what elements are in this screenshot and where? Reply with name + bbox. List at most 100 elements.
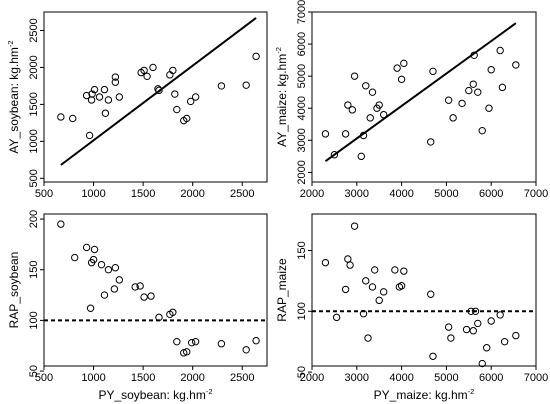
data-point	[483, 344, 491, 352]
data-point	[427, 138, 435, 146]
x-tick-label: 2000	[300, 188, 324, 200]
data-point	[341, 285, 350, 294]
data-point	[252, 52, 260, 61]
data-point	[97, 260, 106, 269]
data-point	[169, 308, 177, 316]
data-point	[487, 66, 495, 74]
data-point	[478, 359, 486, 368]
data-point	[217, 82, 226, 90]
data-point	[143, 72, 151, 81]
data-point	[346, 261, 354, 269]
data-point	[447, 334, 455, 342]
x-tick-label: 7000	[524, 188, 548, 200]
data-point	[375, 296, 383, 305]
y-tick-label: 200	[28, 210, 40, 228]
data-point	[458, 99, 466, 108]
data-point	[391, 266, 399, 274]
data-point	[350, 72, 359, 80]
plot-frame	[311, 213, 537, 367]
data-point	[86, 304, 95, 312]
data-point	[82, 91, 91, 100]
data-point	[115, 93, 124, 101]
x-tick-label: 500	[35, 188, 53, 200]
data-point	[147, 292, 155, 300]
data-point	[136, 282, 144, 290]
data-point	[359, 131, 368, 140]
data-point	[350, 222, 359, 230]
data-point	[465, 86, 473, 95]
y-tick-label: 50	[28, 365, 40, 377]
data-point	[429, 67, 437, 76]
data-point	[321, 258, 330, 267]
x-tick-label: 7000	[524, 372, 548, 384]
x-tick-label: 2000	[180, 372, 204, 384]
x-tick-label: 5000	[434, 188, 458, 200]
y-tick-label: 2500	[28, 18, 40, 42]
data-point	[111, 78, 120, 86]
y-tick-label: 150	[296, 241, 308, 259]
x-axis-label-text: PY_soybean: kg.hm	[98, 388, 205, 402]
x-tick-label: 2500	[230, 188, 254, 200]
data-point	[400, 267, 408, 275]
x-tick-label: 1500	[131, 188, 155, 200]
data-point	[496, 46, 504, 55]
data-point	[364, 334, 372, 342]
y-tick-label: 100	[296, 302, 308, 320]
data-point	[321, 130, 330, 138]
data-point	[330, 151, 339, 159]
plot-frame	[43, 213, 268, 367]
y-axis-label: RAP_soybean	[7, 252, 21, 329]
y-axis-label-superscript: -2	[274, 47, 283, 54]
data-point	[344, 255, 352, 263]
data-point	[140, 293, 148, 301]
y-tick-label: 1000	[28, 129, 40, 153]
panel-rap-soybean: 500 1000 1500 2000 2500 50 100 150 200 RAP_soybea…	[7, 210, 268, 402]
data-point	[487, 317, 495, 325]
data-point	[169, 66, 177, 75]
data-point	[512, 331, 520, 340]
x-tick-label: 2000	[180, 188, 204, 200]
y-axis-label: AY_soybean: kg.hm-2	[6, 40, 21, 153]
y-tick-label: 150	[28, 261, 40, 279]
y-tick-label: 4000	[296, 96, 308, 120]
y-axis-label-text: RAP_soybean	[7, 252, 21, 329]
data-point	[393, 64, 401, 72]
y-axis-label: AY_maize: kg.hm-2	[274, 47, 289, 147]
panel-rap-maize: 2000 3000 4000 5000 6000 7000 50 100 150 RAP_maiz…	[275, 213, 548, 402]
data-point	[474, 88, 482, 96]
data-point	[88, 90, 96, 98]
data-point	[149, 63, 157, 72]
fit-line	[324, 22, 517, 162]
y-axis-label-text: RAP_maize	[275, 258, 289, 322]
data-point	[368, 283, 377, 291]
data-point	[104, 266, 113, 274]
y-axis-label: RAP_maize	[275, 258, 289, 322]
data-point	[82, 243, 91, 252]
y-tick-label: 6000	[296, 32, 308, 56]
x-tick-label: 2000	[300, 372, 324, 384]
x-tick-label: 500	[35, 372, 53, 384]
data-point	[474, 319, 482, 328]
data-point	[462, 325, 471, 334]
panel-ay-maize: 2000 3000 4000 5000 6000 7000 2000 3000 4000 5000…	[274, 0, 548, 200]
y-axis-label-text: AY_maize: kg.hm	[275, 54, 289, 147]
data-point	[348, 106, 357, 114]
data-point	[100, 291, 109, 299]
x-tick-label: 1000	[81, 372, 105, 384]
data-point	[400, 59, 408, 68]
x-tick-label: 1000	[81, 188, 105, 200]
data-point	[100, 85, 109, 94]
data-point	[379, 288, 388, 296]
data-point	[471, 307, 480, 315]
data-point	[478, 126, 486, 135]
data-point	[359, 310, 368, 318]
x-axis-label-superscript: -2	[468, 387, 475, 396]
y-tick-label: 1500	[28, 92, 40, 116]
y-tick-label: 100	[28, 311, 40, 329]
data-point	[71, 253, 79, 262]
plot-frame	[43, 11, 268, 183]
data-point	[115, 276, 124, 284]
data-point	[154, 85, 162, 93]
y-tick-label: 500	[28, 169, 40, 187]
data-point	[183, 348, 191, 356]
